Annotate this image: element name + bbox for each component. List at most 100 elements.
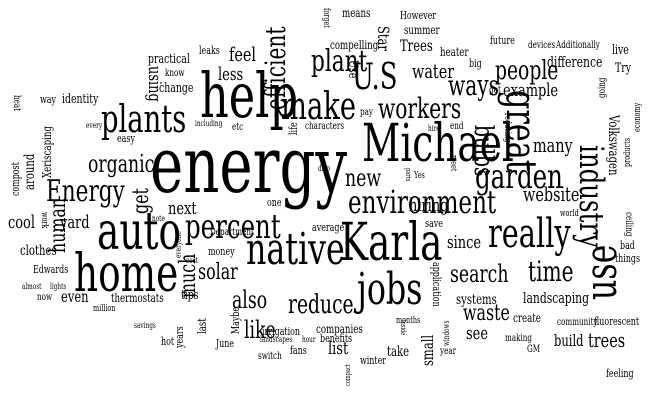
word-lights: lights xyxy=(50,282,67,291)
word-xeriscaping: Xeriscaping xyxy=(40,126,54,178)
word-million: million xyxy=(93,304,116,314)
word-cool: cool xyxy=(8,212,36,233)
word-way: way xyxy=(40,93,56,106)
word-hot: hot xyxy=(161,335,175,348)
word-everyone: everyone xyxy=(174,231,183,258)
word-ways: ways xyxy=(448,69,500,102)
word-search: search xyxy=(450,260,509,288)
word-also: also xyxy=(232,286,268,314)
word-hour: hour xyxy=(302,335,316,344)
word-practical: practical xyxy=(148,52,190,67)
word-make: make xyxy=(281,84,357,128)
word-hiring: hiring xyxy=(409,195,449,216)
word-home: home xyxy=(74,244,179,304)
word-winter: winter xyxy=(360,354,387,367)
word-money: money xyxy=(208,245,235,258)
word-windows: windows xyxy=(442,320,451,346)
word-however: However xyxy=(400,9,437,22)
word-benefits: benefits xyxy=(320,332,353,345)
word-small: small xyxy=(418,334,437,366)
word-next: next xyxy=(168,198,197,219)
word-things: things xyxy=(615,252,641,265)
word-landscapes: landscapes xyxy=(260,335,293,344)
word-got: got xyxy=(489,85,501,96)
word-save: save xyxy=(425,217,443,230)
word-hire: hire xyxy=(428,124,440,133)
word-feel: feel xyxy=(229,42,256,66)
word-many: many xyxy=(533,133,573,157)
word-community: community xyxy=(557,317,598,328)
word-bad: bad xyxy=(620,239,635,252)
word-like: like xyxy=(244,316,276,344)
word-solar: solar xyxy=(198,260,238,285)
word-website: website xyxy=(523,182,580,206)
word-trees-lower: trees xyxy=(588,328,626,352)
word-pay: pay xyxy=(360,107,373,118)
word-characters: characters xyxy=(305,121,345,132)
word-work: work xyxy=(39,212,49,229)
word-compact: compact xyxy=(344,364,352,386)
word-volkswagen: Volkswagen xyxy=(605,115,621,176)
word-application: application xyxy=(430,262,443,307)
word-inside: inside xyxy=(399,320,407,336)
word-years: years xyxy=(173,326,186,348)
word-identity: identity xyxy=(62,92,99,107)
word-savings: savings xyxy=(134,321,156,330)
word-even: even xyxy=(61,287,89,306)
word-energy-cap: Energy xyxy=(46,174,125,209)
word-world: world xyxy=(560,209,579,219)
word-including: including xyxy=(195,119,223,128)
word-fans: fans xyxy=(290,344,307,357)
word-help: help xyxy=(200,59,299,132)
word-jobs: jobs xyxy=(357,264,423,315)
word-heater: heater xyxy=(440,45,469,59)
word-parts: parts xyxy=(404,168,412,182)
word-companies: companies xyxy=(316,322,363,336)
word-systems: systems xyxy=(456,292,497,308)
word-see: see xyxy=(466,323,488,344)
word-end: end xyxy=(450,121,464,132)
word-gm: GM xyxy=(527,344,541,355)
word-take: take xyxy=(387,344,410,360)
word-meet: meet xyxy=(448,155,458,172)
word-last: last xyxy=(195,318,209,334)
word-yard: yard xyxy=(60,212,90,233)
word-efficient: efficient xyxy=(259,26,292,110)
word-really: really xyxy=(488,211,571,257)
word-build: build xyxy=(554,331,584,350)
word-clothes: clothes xyxy=(20,243,57,259)
word-yes: Yes xyxy=(414,171,425,181)
word-reduce: reduce xyxy=(288,290,354,320)
word-making: making xyxy=(505,333,533,344)
word-since: since xyxy=(447,232,482,253)
word-one: one xyxy=(267,196,282,209)
word-workers: workers xyxy=(378,92,462,125)
word-trees-cap: Trees xyxy=(400,36,433,55)
word-switch: switch xyxy=(258,351,282,362)
word-compelling: compelling xyxy=(330,38,379,52)
word-use-cap: Use xyxy=(345,60,360,79)
word-note: note xyxy=(152,214,165,223)
word-means: means xyxy=(342,6,371,20)
word-compost: compost xyxy=(9,162,22,196)
word-now: now xyxy=(37,292,53,303)
word-tips: tips xyxy=(181,288,199,303)
word-june: June xyxy=(216,337,235,350)
word-easy: easy xyxy=(117,132,135,145)
word-plant: plant xyxy=(311,44,368,79)
word-environment: environment xyxy=(348,183,497,221)
word-department: Department xyxy=(210,227,254,238)
word-waste: waste xyxy=(463,301,510,326)
word-time: time xyxy=(528,255,574,288)
word-percent: percent xyxy=(185,207,281,247)
word-every: every xyxy=(86,121,103,130)
word-ceiling: ceiling xyxy=(623,212,634,237)
word-heat: heat xyxy=(11,95,22,112)
word-products: products xyxy=(623,137,633,167)
word-drip: drip xyxy=(318,164,330,173)
word-around: around xyxy=(22,153,38,190)
word-plants: plants xyxy=(101,97,187,141)
word-try: Try xyxy=(615,61,632,76)
word-difference: difference xyxy=(547,53,603,71)
word-karla: Karla xyxy=(340,213,443,273)
